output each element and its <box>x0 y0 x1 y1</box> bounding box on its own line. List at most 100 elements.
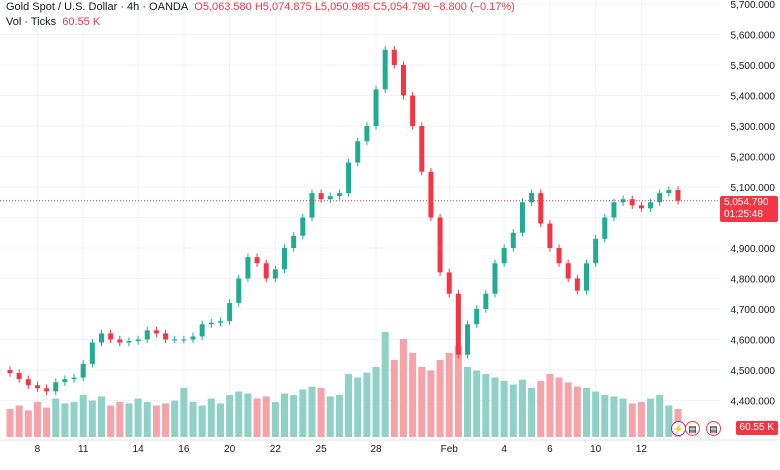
candle-body <box>217 321 223 323</box>
candle-body <box>583 263 589 291</box>
volume-bar <box>592 391 600 437</box>
volume-bar <box>537 381 545 437</box>
candle-body <box>492 263 498 294</box>
close-value: C5,054.790 <box>372 1 430 13</box>
candle-body <box>99 333 105 343</box>
candle-body <box>410 95 416 126</box>
volume-bar <box>299 389 307 437</box>
volume-bar <box>464 367 472 437</box>
volume-bar <box>381 332 389 437</box>
candle-body <box>199 324 205 337</box>
volume-bar <box>335 395 343 437</box>
ohlc-header: Gold Spot / U.S. Dollar · 4h · OANDA O5,… <box>6 1 515 14</box>
volume-legend: Vol · Ticks 60.55 K <box>6 16 101 29</box>
candle-body <box>574 278 580 291</box>
candle-body <box>300 217 306 236</box>
volume-bar <box>582 388 590 437</box>
volume-bar <box>52 398 60 437</box>
candle-body <box>437 217 443 273</box>
candle-body <box>556 248 562 264</box>
volume-bar <box>207 398 215 437</box>
volume-bar <box>372 367 380 437</box>
volume-bar <box>180 388 188 437</box>
volume-bar <box>555 377 563 437</box>
last-price-tag: 5,054.790 01:25:48 <box>720 196 778 222</box>
us-flag-event-icon[interactable]: ▤ <box>685 421 700 436</box>
candle-body <box>327 196 333 200</box>
time-axis: 8 11 14 16 20 22 25 28 Feb 4 6 10 12 <box>0 439 780 455</box>
time-tick-label: Feb <box>441 444 459 455</box>
price-tick-label: 5,400.000 <box>731 92 776 103</box>
volume-bar <box>619 398 627 437</box>
volume-bar <box>390 360 398 437</box>
candle-body <box>565 263 571 279</box>
volume-bar <box>436 360 444 437</box>
volume-bar <box>143 402 151 437</box>
candle-body <box>263 263 269 279</box>
candle-body <box>373 89 379 126</box>
open-value: O5,063.580 <box>194 1 252 13</box>
price-tick-label: 4,500.000 <box>731 366 776 377</box>
volume-bar <box>454 346 462 437</box>
volume-bar <box>518 379 526 437</box>
price-tick-label: 4,800.000 <box>731 275 776 286</box>
volume-bar <box>656 395 664 437</box>
candle-body <box>135 339 141 342</box>
candle-body <box>163 333 169 340</box>
volume-bar <box>573 386 581 437</box>
volume-bar <box>290 395 298 437</box>
volume-bar <box>162 403 170 437</box>
us-flag-event-icon-2[interactable]: ▤ <box>706 421 721 436</box>
candle-body <box>346 162 352 194</box>
candle-body <box>309 193 315 218</box>
time-tick-label: 14 <box>133 444 145 455</box>
candle-body <box>190 336 196 340</box>
grid <box>0 0 720 440</box>
time-tick-label: 22 <box>270 444 282 455</box>
volume-bar <box>564 382 572 437</box>
candle-body <box>602 217 608 239</box>
price-tick-label: 5,200.000 <box>731 153 776 164</box>
volume-bar <box>473 370 481 437</box>
volume-bar <box>107 405 115 437</box>
change-value: −8.800 (−0.17%) <box>432 1 515 13</box>
candle-body <box>291 235 297 248</box>
volume-bar <box>628 403 636 437</box>
lightning-event-icon[interactable]: ⚡ <box>671 421 686 436</box>
volume-bar <box>409 353 417 437</box>
candle-body <box>391 49 397 65</box>
volume-bar <box>308 386 316 437</box>
time-tick-label: 28 <box>370 444 382 455</box>
volume-bar <box>235 391 243 437</box>
candle-body <box>620 199 626 203</box>
low-value: L5,050.985 <box>314 1 370 13</box>
candle-body <box>25 379 31 386</box>
volume-bar <box>500 381 508 437</box>
time-tick-label: 6 <box>547 444 553 455</box>
volume-bar <box>427 370 435 437</box>
volume-bar <box>226 395 234 437</box>
candle-body <box>44 388 50 392</box>
volume-bar <box>326 396 334 437</box>
volume-bar <box>61 403 69 437</box>
volume-bar <box>418 367 426 437</box>
volume-bar <box>271 402 279 437</box>
volume-bars <box>6 332 682 437</box>
candle-body <box>611 202 617 218</box>
volume-bar <box>33 402 41 437</box>
time-tick-label: 16 <box>178 444 190 455</box>
candle-body <box>126 341 132 343</box>
candle-body <box>355 141 361 163</box>
volume-bar <box>491 377 499 437</box>
candle-body <box>547 223 553 248</box>
volume-bar <box>6 409 14 437</box>
volume-bar <box>317 388 325 437</box>
candle-body <box>400 65 406 96</box>
candle-body <box>71 377 77 380</box>
candle-body <box>657 193 663 203</box>
volume-bar <box>70 402 78 437</box>
candle-body <box>675 190 681 201</box>
volume-bar <box>281 393 289 437</box>
candle-body <box>629 199 635 206</box>
